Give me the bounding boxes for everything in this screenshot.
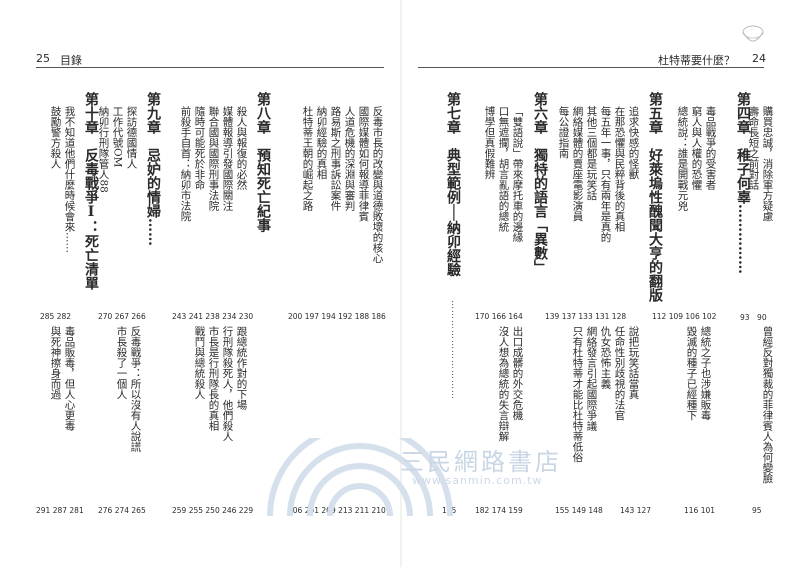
leader-dots: …………………………	[449, 300, 459, 400]
left-page-number: 25	[36, 52, 50, 65]
toc-item[interactable]: 網絡發言引起國際爭議	[585, 326, 598, 431]
chapter-heading: 第七章 典型範例──納卯經驗	[445, 92, 461, 277]
toc-item[interactable]: 說把玩笑話當真	[627, 326, 640, 400]
toc-item[interactable]: 仇女恐怖主義	[599, 326, 612, 389]
author-sketch-icon	[742, 25, 764, 42]
toc-item[interactable]: 在那恐懼與民粹背後的真相	[613, 106, 626, 232]
toc-item[interactable]: 與死神擦身而過	[49, 326, 62, 400]
chapter-heading: 第五章 好萊塢性醜聞大亨的翻版	[647, 92, 663, 302]
toc-item[interactable]: 總統說：誰是開戰元兇	[676, 106, 689, 211]
left-header-rule	[36, 67, 384, 68]
toc-item[interactable]: 市長殺了一個人	[115, 326, 128, 400]
watermark-url: www.sanmin.com.tw	[412, 474, 543, 487]
toc-item[interactable]: 鼓勵警方殺人	[49, 106, 62, 169]
toc-item[interactable]: 窮人與人權的恐懼	[690, 106, 703, 190]
toc-item[interactable]: 沒人想為總統的失言辯解	[497, 326, 510, 442]
toc-item[interactable]: 納卯經驗的真相	[315, 106, 328, 180]
chapter-heading: 第九章 忌妒的情婦……	[145, 92, 161, 246]
page-numbers: 206 201 209 213 211 210	[288, 506, 386, 515]
toc-item[interactable]: 毒品販毒，但人心更毒	[63, 326, 76, 431]
toc-item[interactable]: 出口成髒的外交危機	[511, 326, 524, 421]
page-numbers: 276 274 265	[98, 506, 146, 515]
toc-item[interactable]: 總統之子也涉嫌販毒	[699, 326, 712, 421]
page-numbers: 155 149 148	[555, 506, 603, 515]
toc-item[interactable]: 每公證指南	[557, 106, 570, 159]
right-header-rule	[418, 67, 764, 68]
left-running-title: 目錄	[60, 54, 82, 67]
watermark-name: 三民網路書店	[400, 448, 562, 476]
toc-item[interactable]: 行刑隊殺死人，他們殺人	[221, 326, 234, 442]
toc-item[interactable]: 網絡媒體的賣座電影演員	[571, 106, 584, 222]
toc-item[interactable]: 跟總統作對的下場	[235, 326, 248, 410]
toc-item[interactable]: 博學但真假難辨	[483, 106, 496, 180]
toc-item[interactable]: 戰鬥與總統殺人	[193, 326, 206, 400]
toc-item[interactable]: 殺人與報復的必然	[235, 106, 248, 190]
page-numbers: 170 166 164	[475, 312, 523, 321]
page-numbers: 182 174 159	[475, 506, 523, 515]
toc-item[interactable]: 隨時可能死於非命	[193, 106, 206, 190]
watermark-logo-icon	[267, 438, 453, 517]
toc-item[interactable]: 只有杜特蒂才能比杜特蒂低俗	[571, 326, 584, 463]
toc-item[interactable]: 我不知道他們什麼時候會來……	[63, 106, 76, 253]
toc-item[interactable]: 任命性別歧視的法官	[613, 326, 626, 421]
right-page-number: 24	[752, 52, 766, 65]
chapter-heading: 第四章 稚子何辜……………	[735, 92, 751, 274]
page-numbers: 291 287 281	[36, 506, 84, 515]
page-numbers: 270 267 266	[98, 312, 146, 321]
page-numbers: 200 197 194 192 188 186	[288, 312, 386, 321]
chapter-heading: 第六章 獨特的語言「異數」	[532, 92, 548, 274]
book-spine	[400, 0, 402, 567]
toc-item[interactable]: 毀滅的種子已經種下	[685, 326, 698, 421]
toc-item[interactable]: 每五年一事，只有兩年是真的	[599, 106, 612, 243]
toc-item[interactable]: 國際媒體如何報導菲律賓	[357, 106, 370, 222]
toc-item[interactable]: 其他三個都是玩笑話	[585, 106, 598, 201]
chapter-heading: 第八章 預知死亡紀事	[255, 92, 271, 232]
toc-item[interactable]: 媒體報導引發國際關注	[221, 106, 234, 211]
page-numbers: 259 255 250 246 229	[172, 506, 254, 515]
toc-item[interactable]: 納卯行刑隊管人88	[97, 106, 110, 193]
page-numbers: 139 137 133 131 128	[545, 312, 627, 321]
right-running-title: 杜特蒂要什麼？	[658, 54, 735, 67]
toc-item[interactable]: 壽命長短之前對話	[747, 106, 760, 190]
toc-item[interactable]: 杜特蒂王朝的崛起之路	[301, 106, 314, 211]
toc-item[interactable]: 購買忠誠，消除軍方疑慮	[761, 106, 774, 222]
toc-item[interactable]: 工作代號OM	[111, 106, 124, 168]
page-numbers: 143 127	[620, 506, 652, 515]
chapter-heading: 第十章 反毒戰爭Ⅰ：死亡清單	[83, 92, 99, 290]
page-numbers: 112 109 106 102	[652, 312, 717, 321]
toc-item[interactable]: 市長是行刑隊長的真相	[207, 326, 220, 431]
page-numbers: 243 241 238 234 230	[172, 312, 254, 321]
toc-item[interactable]: 反毒市長的改變與道德敗壞的核心	[371, 106, 384, 264]
page-numbers: 116 101	[684, 506, 716, 515]
toc-item[interactable]: 口無遮攔，胡言亂語的總統	[497, 106, 510, 232]
page-numbers: 285 282	[40, 312, 72, 321]
page-numbers: 95	[752, 506, 762, 515]
toc-item[interactable]: 追求快感的怪獸	[627, 106, 640, 180]
toc-item[interactable]: 探訪德國情人	[125, 106, 138, 169]
toc-item[interactable]: 路易斯之刑事訴訟案件	[329, 106, 342, 211]
toc-item[interactable]: 前殺手自首：納卯市法院	[179, 106, 192, 222]
toc-item[interactable]: 曾經反對獨裁的菲律賓人為何變臉	[761, 326, 774, 484]
toc-item[interactable]: 反毒戰爭：所以沒有人說謊	[129, 326, 142, 452]
page-numbers: 93 90	[740, 313, 767, 322]
toc-item[interactable]: 人道危機的深淵與審判	[343, 106, 356, 211]
toc-item[interactable]: 「雙語說」帶來摩托車的邊緣	[511, 106, 524, 243]
toc-item[interactable]: 聯合國與國際刑事法院	[207, 106, 220, 211]
toc-item[interactable]: 毒品戰爭的受害者	[704, 106, 717, 190]
